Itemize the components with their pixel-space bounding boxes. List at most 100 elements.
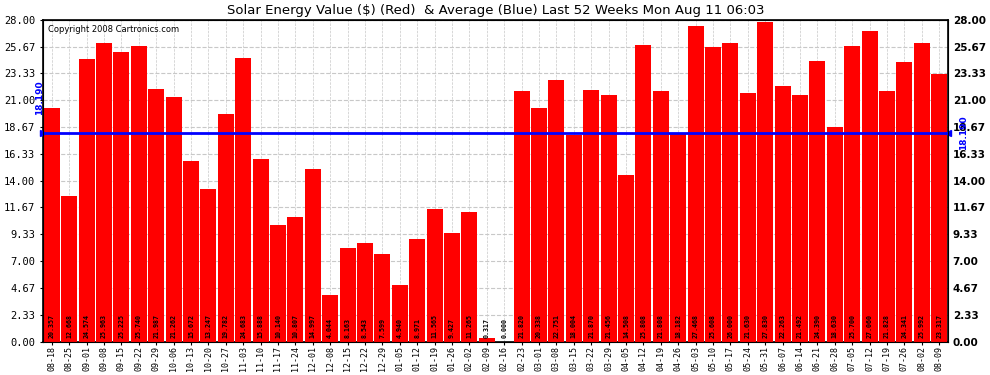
Text: 21.630: 21.630 (744, 314, 750, 338)
Bar (879, 91, 895, 342)
Bar (740, 93, 755, 342)
Bar (392, 285, 408, 342)
Bar (461, 212, 477, 342)
Bar (827, 128, 842, 342)
Text: 24.683: 24.683 (241, 314, 247, 338)
Bar (687, 26, 704, 342)
Text: 21.820: 21.820 (519, 314, 525, 338)
Text: 13.247: 13.247 (205, 314, 211, 338)
Text: 25.963: 25.963 (101, 314, 107, 338)
Bar (165, 97, 181, 342)
Text: 25.225: 25.225 (119, 314, 125, 338)
Bar (479, 338, 495, 342)
Text: 10.140: 10.140 (275, 314, 281, 338)
Text: 0.317: 0.317 (484, 318, 490, 338)
Bar (757, 22, 773, 342)
Bar (322, 295, 339, 342)
Text: 15.888: 15.888 (257, 314, 263, 338)
Bar (914, 43, 930, 342)
Text: Copyright 2008 Cartronics.com: Copyright 2008 Cartronics.com (48, 24, 179, 33)
Text: 4.940: 4.940 (397, 318, 403, 338)
Text: 18.182: 18.182 (675, 314, 681, 338)
Bar (774, 86, 791, 342)
Text: 26.000: 26.000 (728, 314, 734, 338)
Bar (670, 133, 686, 342)
Bar (374, 254, 390, 342)
Text: 20.338: 20.338 (536, 314, 542, 338)
Bar (531, 108, 546, 342)
Bar (340, 248, 355, 342)
Text: 10.807: 10.807 (292, 314, 298, 338)
Text: 18.190: 18.190 (958, 115, 967, 150)
Text: 21.828: 21.828 (884, 314, 890, 338)
Text: 25.808: 25.808 (641, 314, 646, 338)
Text: 18.190: 18.190 (35, 81, 45, 115)
Bar (218, 114, 234, 342)
Bar (61, 196, 77, 342)
Text: 7.599: 7.599 (379, 318, 385, 338)
Text: 18.004: 18.004 (571, 314, 577, 338)
Bar (409, 238, 425, 342)
Text: 0.000: 0.000 (501, 318, 507, 338)
Text: 18.630: 18.630 (832, 314, 838, 338)
Bar (96, 43, 112, 342)
Text: 27.830: 27.830 (762, 314, 768, 338)
Bar (44, 108, 59, 342)
Text: 20.357: 20.357 (49, 314, 54, 338)
Text: 11.265: 11.265 (466, 314, 472, 338)
Text: 14.997: 14.997 (310, 314, 316, 338)
Text: 27.468: 27.468 (693, 314, 699, 338)
Bar (896, 62, 913, 342)
Bar (113, 52, 130, 342)
Bar (705, 47, 721, 342)
Bar (78, 59, 95, 342)
Text: 12.668: 12.668 (66, 314, 72, 338)
Bar (427, 209, 443, 342)
Text: 25.608: 25.608 (710, 314, 716, 338)
Text: 24.574: 24.574 (83, 314, 89, 338)
Bar (565, 135, 582, 342)
Text: 9.427: 9.427 (448, 318, 455, 338)
Text: 23.317: 23.317 (937, 314, 942, 338)
Text: 24.390: 24.390 (815, 314, 821, 338)
Bar (183, 162, 199, 342)
Bar (932, 74, 947, 342)
Text: 22.751: 22.751 (553, 314, 559, 338)
Text: 21.456: 21.456 (606, 314, 612, 338)
Bar (636, 45, 651, 342)
Bar (810, 61, 826, 342)
Bar (514, 91, 530, 342)
Text: 21.987: 21.987 (153, 314, 159, 338)
Text: 8.543: 8.543 (362, 318, 368, 338)
Bar (618, 175, 634, 342)
Bar (583, 90, 599, 342)
Text: 4.044: 4.044 (327, 318, 334, 338)
Text: 25.700: 25.700 (849, 314, 855, 338)
Text: 21.262: 21.262 (170, 314, 176, 338)
Bar (305, 169, 321, 342)
Bar (200, 189, 217, 342)
Bar (548, 80, 564, 342)
Bar (844, 46, 860, 342)
Bar (792, 94, 808, 342)
Title: Solar Energy Value ($) (Red)  & Average (Blue) Last 52 Weeks Mon Aug 11 06:03: Solar Energy Value ($) (Red) & Average (… (227, 4, 764, 17)
Text: 22.263: 22.263 (779, 314, 785, 338)
Bar (601, 95, 617, 342)
Bar (861, 30, 877, 342)
Text: 15.672: 15.672 (188, 314, 194, 338)
Text: 21.492: 21.492 (797, 314, 803, 338)
Bar (252, 159, 268, 342)
Text: 8.971: 8.971 (414, 318, 420, 338)
Text: 25.992: 25.992 (919, 314, 925, 338)
Bar (148, 89, 164, 342)
Text: 21.808: 21.808 (657, 314, 663, 338)
Text: 21.870: 21.870 (588, 314, 594, 338)
Bar (357, 243, 373, 342)
Text: 24.341: 24.341 (901, 314, 908, 338)
Text: 25.740: 25.740 (136, 314, 142, 338)
Bar (652, 91, 669, 342)
Bar (236, 58, 251, 342)
Bar (287, 217, 303, 342)
Text: 8.163: 8.163 (345, 318, 350, 338)
Text: 19.782: 19.782 (223, 314, 229, 338)
